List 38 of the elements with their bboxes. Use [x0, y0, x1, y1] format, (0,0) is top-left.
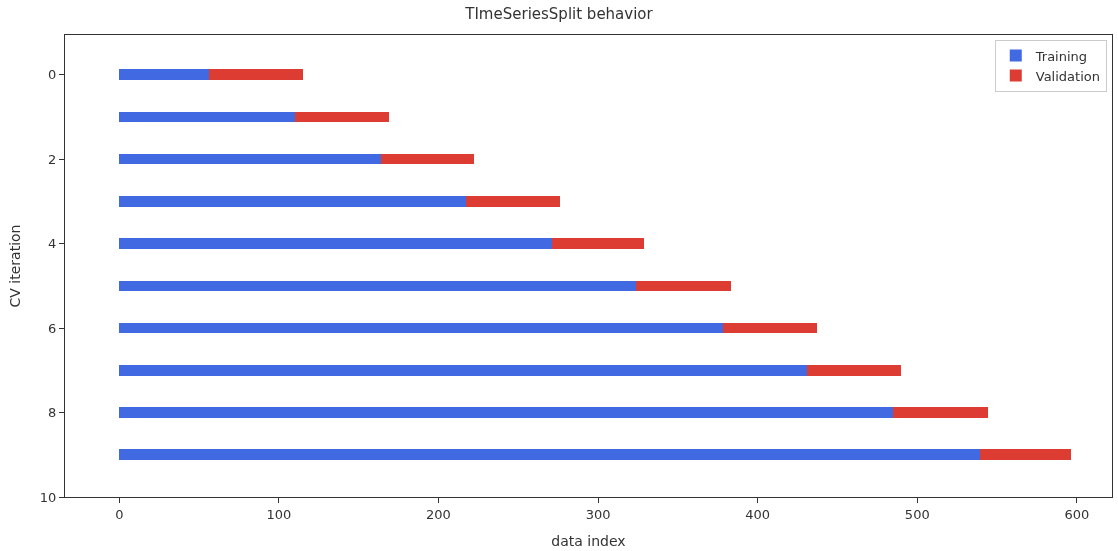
- y-tick-label: 4: [48, 236, 57, 252]
- bar: [636, 280, 731, 292]
- x-axis-title: data index: [551, 532, 626, 549]
- bar: [722, 322, 817, 334]
- bar: [893, 407, 988, 418]
- x-tick-label: 400: [745, 506, 771, 522]
- x-tick-label: 600: [1064, 506, 1090, 522]
- bar: [119, 238, 552, 249]
- x-tick-label: 0: [115, 506, 124, 522]
- bar: [119, 196, 466, 207]
- bar: [119, 153, 382, 165]
- y-axis-title: CV iteration: [7, 224, 24, 308]
- bar: [551, 238, 645, 249]
- bar: [294, 111, 389, 123]
- y-tick-label: 6: [48, 320, 57, 336]
- x-tick-label: 500: [904, 506, 930, 522]
- bar: [381, 153, 474, 165]
- bar: [979, 449, 1071, 461]
- x-tick-label: 200: [426, 506, 451, 522]
- bar: [465, 196, 560, 207]
- x-tick-label: 300: [585, 506, 611, 522]
- bar: [119, 111, 295, 123]
- bar: [119, 365, 808, 376]
- bar: [119, 449, 980, 461]
- y-tick-label: 0: [48, 67, 57, 83]
- bar: [119, 322, 723, 334]
- bar: [119, 407, 894, 418]
- y-tick-label: 2: [48, 151, 57, 167]
- bar: [119, 69, 209, 80]
- x-tick-label: 100: [266, 506, 292, 522]
- legend-label: Validation: [1035, 68, 1100, 84]
- bar: [208, 69, 303, 80]
- bar: [807, 365, 902, 376]
- y-tick-label: 8: [48, 405, 57, 421]
- chart-title: TImeSeriesSplit behavior: [464, 4, 654, 23]
- legend-label: Training: [1034, 48, 1088, 64]
- bar: [119, 280, 637, 292]
- y-tick-label: 10: [39, 489, 57, 505]
